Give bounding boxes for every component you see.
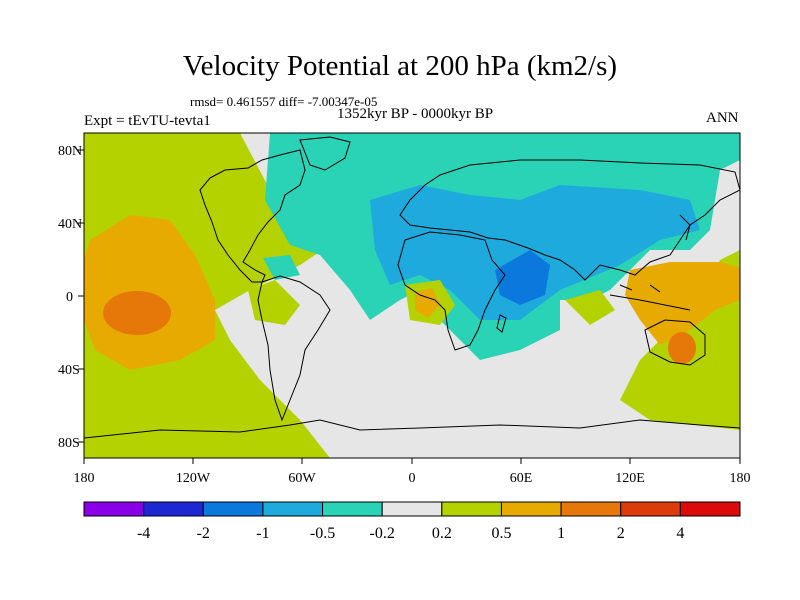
experiment-label: Expt = tEvTU-tevta1: [84, 113, 211, 129]
x-tick-label: 180: [730, 471, 751, 486]
colorbar-swatch: [322, 501, 383, 517]
field-strong-negative: [495, 250, 550, 305]
map-title: Velocity Potential at 200 hPa (km2/s): [182, 50, 618, 82]
coastline-eurasia: [399, 159, 740, 281]
colorbar-label: -1: [256, 525, 269, 542]
colorbar-label: -4: [137, 525, 150, 542]
field-orange-pacific: [84, 215, 215, 370]
x-tick-label: 0: [409, 471, 416, 486]
coastline-japan: [679, 214, 691, 241]
field-max-australia: [668, 332, 696, 364]
y-tick-label: 80N: [58, 144, 82, 159]
x-tick-label: 120W: [176, 471, 211, 486]
colorbar-swatch: [202, 501, 264, 517]
contour-field: [84, 133, 740, 458]
x-tick-label: 60W: [288, 471, 316, 486]
colorbar-swatch: [143, 501, 204, 517]
colorbar-label: 0.2: [432, 525, 452, 542]
y-tick-label: 80S: [58, 436, 80, 451]
y-tick-label: 40S: [58, 363, 80, 378]
colorbar: -4 -2 -1 -0.5 -0.2 0.2 0.5 1 2 4: [83, 501, 741, 542]
y-tick-label: 0: [66, 290, 73, 305]
colorbar-swatch: [679, 501, 741, 517]
coastline-australia: [644, 319, 706, 366]
axis-ticks: [78, 149, 741, 464]
coastline-indonesia: [609, 284, 691, 311]
coastlines: [84, 136, 740, 439]
field-orange-warmpool: [625, 262, 740, 345]
colorbar-label: 4: [676, 525, 684, 542]
colorbar-swatch: [560, 501, 622, 517]
colorbar-label: 0.5: [491, 525, 511, 542]
x-tick-label: 120E: [615, 471, 645, 486]
field-negative-region-2: [263, 255, 300, 280]
colorbar-label: -0.5: [310, 525, 335, 542]
colorbar-label: -2: [197, 525, 210, 542]
coastline-north-america: [199, 149, 306, 283]
coastline-madagascar: [496, 314, 507, 333]
field-max-pacific: [103, 291, 171, 335]
colorbar-label: -0.2: [370, 525, 395, 542]
x-tick-label: 60E: [510, 471, 533, 486]
season-label: ANN: [706, 110, 739, 126]
stats-label: rmsd= 0.461557 diff= -7.00347e-05: [190, 94, 378, 109]
field-moderate-negative: [370, 185, 700, 320]
colorbar-swatch: [262, 501, 324, 517]
coastline-greenland: [299, 136, 351, 171]
x-tick-label: 180: [74, 471, 95, 486]
colorbar-label: 1: [557, 525, 565, 542]
y-tick-label: 40N: [58, 217, 82, 232]
coastline-africa: [397, 231, 506, 351]
coastline-antarctica: [84, 419, 740, 439]
colorbar-swatch: [83, 501, 145, 517]
colorbar-swatch: [500, 501, 562, 517]
field-positive-pocket-3: [565, 290, 615, 325]
colorbar-label: 2: [617, 525, 625, 542]
colorbar-swatch: [441, 501, 502, 517]
colorbar-swatch: [620, 501, 681, 517]
coastline-south-america: [257, 275, 331, 422]
period-label: 1352kyr BP - 0000kyr BP: [336, 106, 494, 122]
colorbar-swatch: [381, 501, 443, 517]
